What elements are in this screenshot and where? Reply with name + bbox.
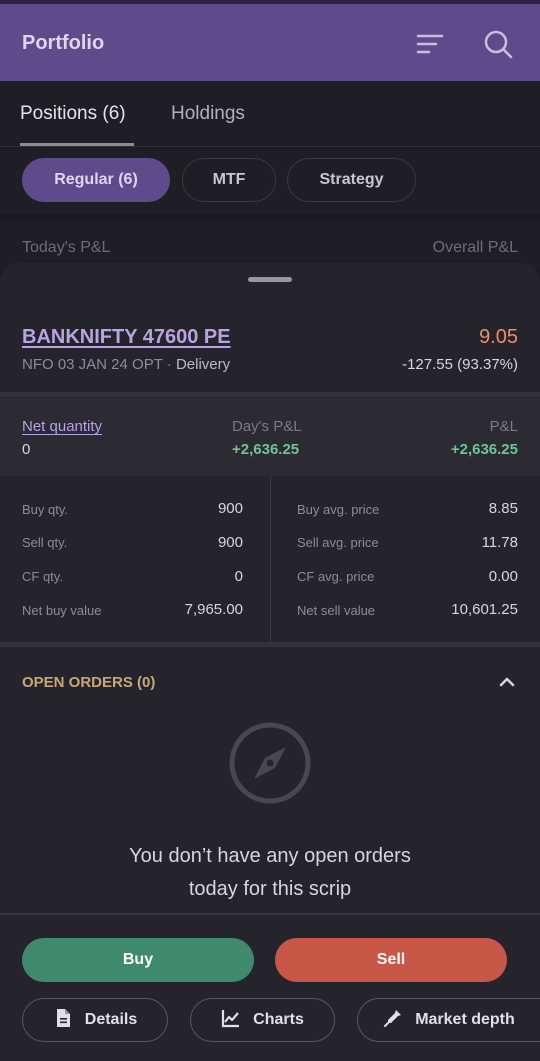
chip-regular[interactable]: Regular (6) [22,158,170,202]
section-divider [0,642,540,647]
overall-pl-label: Overall P&L [432,239,518,256]
buy-qty-label: Buy qty. [22,502,69,517]
page-title: Portfolio [22,32,105,54]
chart-icon [221,1008,241,1033]
position-detail-sheet: BANKNIFTY 47600 PE 9.05 NFO 03 JAN 24 OP… [0,263,540,1061]
actions-divider [0,913,540,915]
sell-button[interactable]: Sell [275,938,507,982]
sell-qty-value: 900 [217,534,243,551]
sell-avg-price-label: Sell avg. price [297,535,379,550]
chip-mtf[interactable]: MTF [182,158,276,202]
cf-qty-label: CF qty. [22,569,63,584]
charts-label: Charts [253,1011,304,1028]
buy-avg-price-value: 8.85 [488,500,518,517]
net-sell-value: 10,601.25 [451,601,518,618]
product-type: Delivery [175,356,231,373]
sell-qty-label: Sell qty. [22,535,68,550]
days-pnl-value: +2,636.25 [232,441,300,458]
sort-filter-icon[interactable] [414,28,446,60]
buy-button[interactable]: Buy [22,938,254,982]
pl-summary-header: Today's P&L Overall P&L [0,220,540,270]
charts-button[interactable]: Charts [190,998,335,1042]
dropper-icon [383,1008,403,1033]
instrument-symbol[interactable]: BANKNIFTY 47600 PE [22,326,231,348]
instrument-meta: NFO 03 JAN 24 OPT · Delivery [22,356,230,373]
net-sell-value-label: Net sell value [297,603,376,618]
tab-positions[interactable]: Positions (6) [20,103,126,124]
cf-qty-value: 0 [234,568,243,585]
days-pnl-label: Day's P&L [232,418,302,435]
cf-avg-price-label: CF avg. price [297,569,375,584]
sheet-drag-handle[interactable] [248,277,292,282]
open-orders-title[interactable]: OPEN ORDERS (0) [22,674,156,691]
pnl-label: P&L [489,418,518,435]
stats-column-divider [270,476,271,642]
details-label: Details [84,1011,138,1028]
buy-qty-value: 900 [217,500,243,517]
app-header: Portfolio [0,0,540,81]
todays-pl-label: Today's P&L [22,239,111,256]
active-tab-indicator [20,143,134,146]
document-icon [53,1008,73,1033]
empty-orders-message: You don’t have any open orders today for… [0,840,540,906]
portfolio-tabs: Positions (6) Holdings [0,81,540,147]
chip-strategy[interactable]: Strategy [287,158,416,202]
compass-icon [228,721,312,805]
net-buy-value-label: Net buy value [22,603,102,618]
position-filter-chips: Regular (6) MTF Strategy [0,148,540,214]
price-change: -127.55 (93.37%) [402,356,518,373]
empty-message-line: You don’t have any open orders [129,845,411,867]
buy-avg-price-label: Buy avg. price [297,502,380,517]
position-stats: Buy qty. 900 Sell qty. 900 CF qty. 0 Net… [0,476,540,642]
segment-expiry: NFO 03 JAN 24 OPT [22,356,163,373]
chevron-up-icon[interactable] [496,671,518,693]
details-button[interactable]: Details [22,998,168,1042]
last-traded-price: 9.05 [479,326,518,348]
pnl-summary-row: Net quantity 0 Day's P&L +2,636.25 P&L +… [0,398,540,476]
sell-avg-price-value: 11.78 [481,534,518,551]
pnl-value: +2,636.25 [450,441,518,458]
market-depth-button[interactable]: Market depth [357,998,540,1042]
market-depth-label: Market depth [415,1011,515,1028]
meta-separator: · [166,356,172,373]
empty-message-line: today for this scrip [188,878,352,900]
search-icon[interactable] [482,28,514,60]
net-buy-value: 7,965.00 [184,601,243,618]
cf-avg-price-value: 0.00 [488,568,518,585]
tab-holdings[interactable]: Holdings [171,103,245,124]
net-quantity-value: 0 [22,441,31,458]
section-divider [0,392,540,397]
net-quantity-label[interactable]: Net quantity [22,418,103,435]
